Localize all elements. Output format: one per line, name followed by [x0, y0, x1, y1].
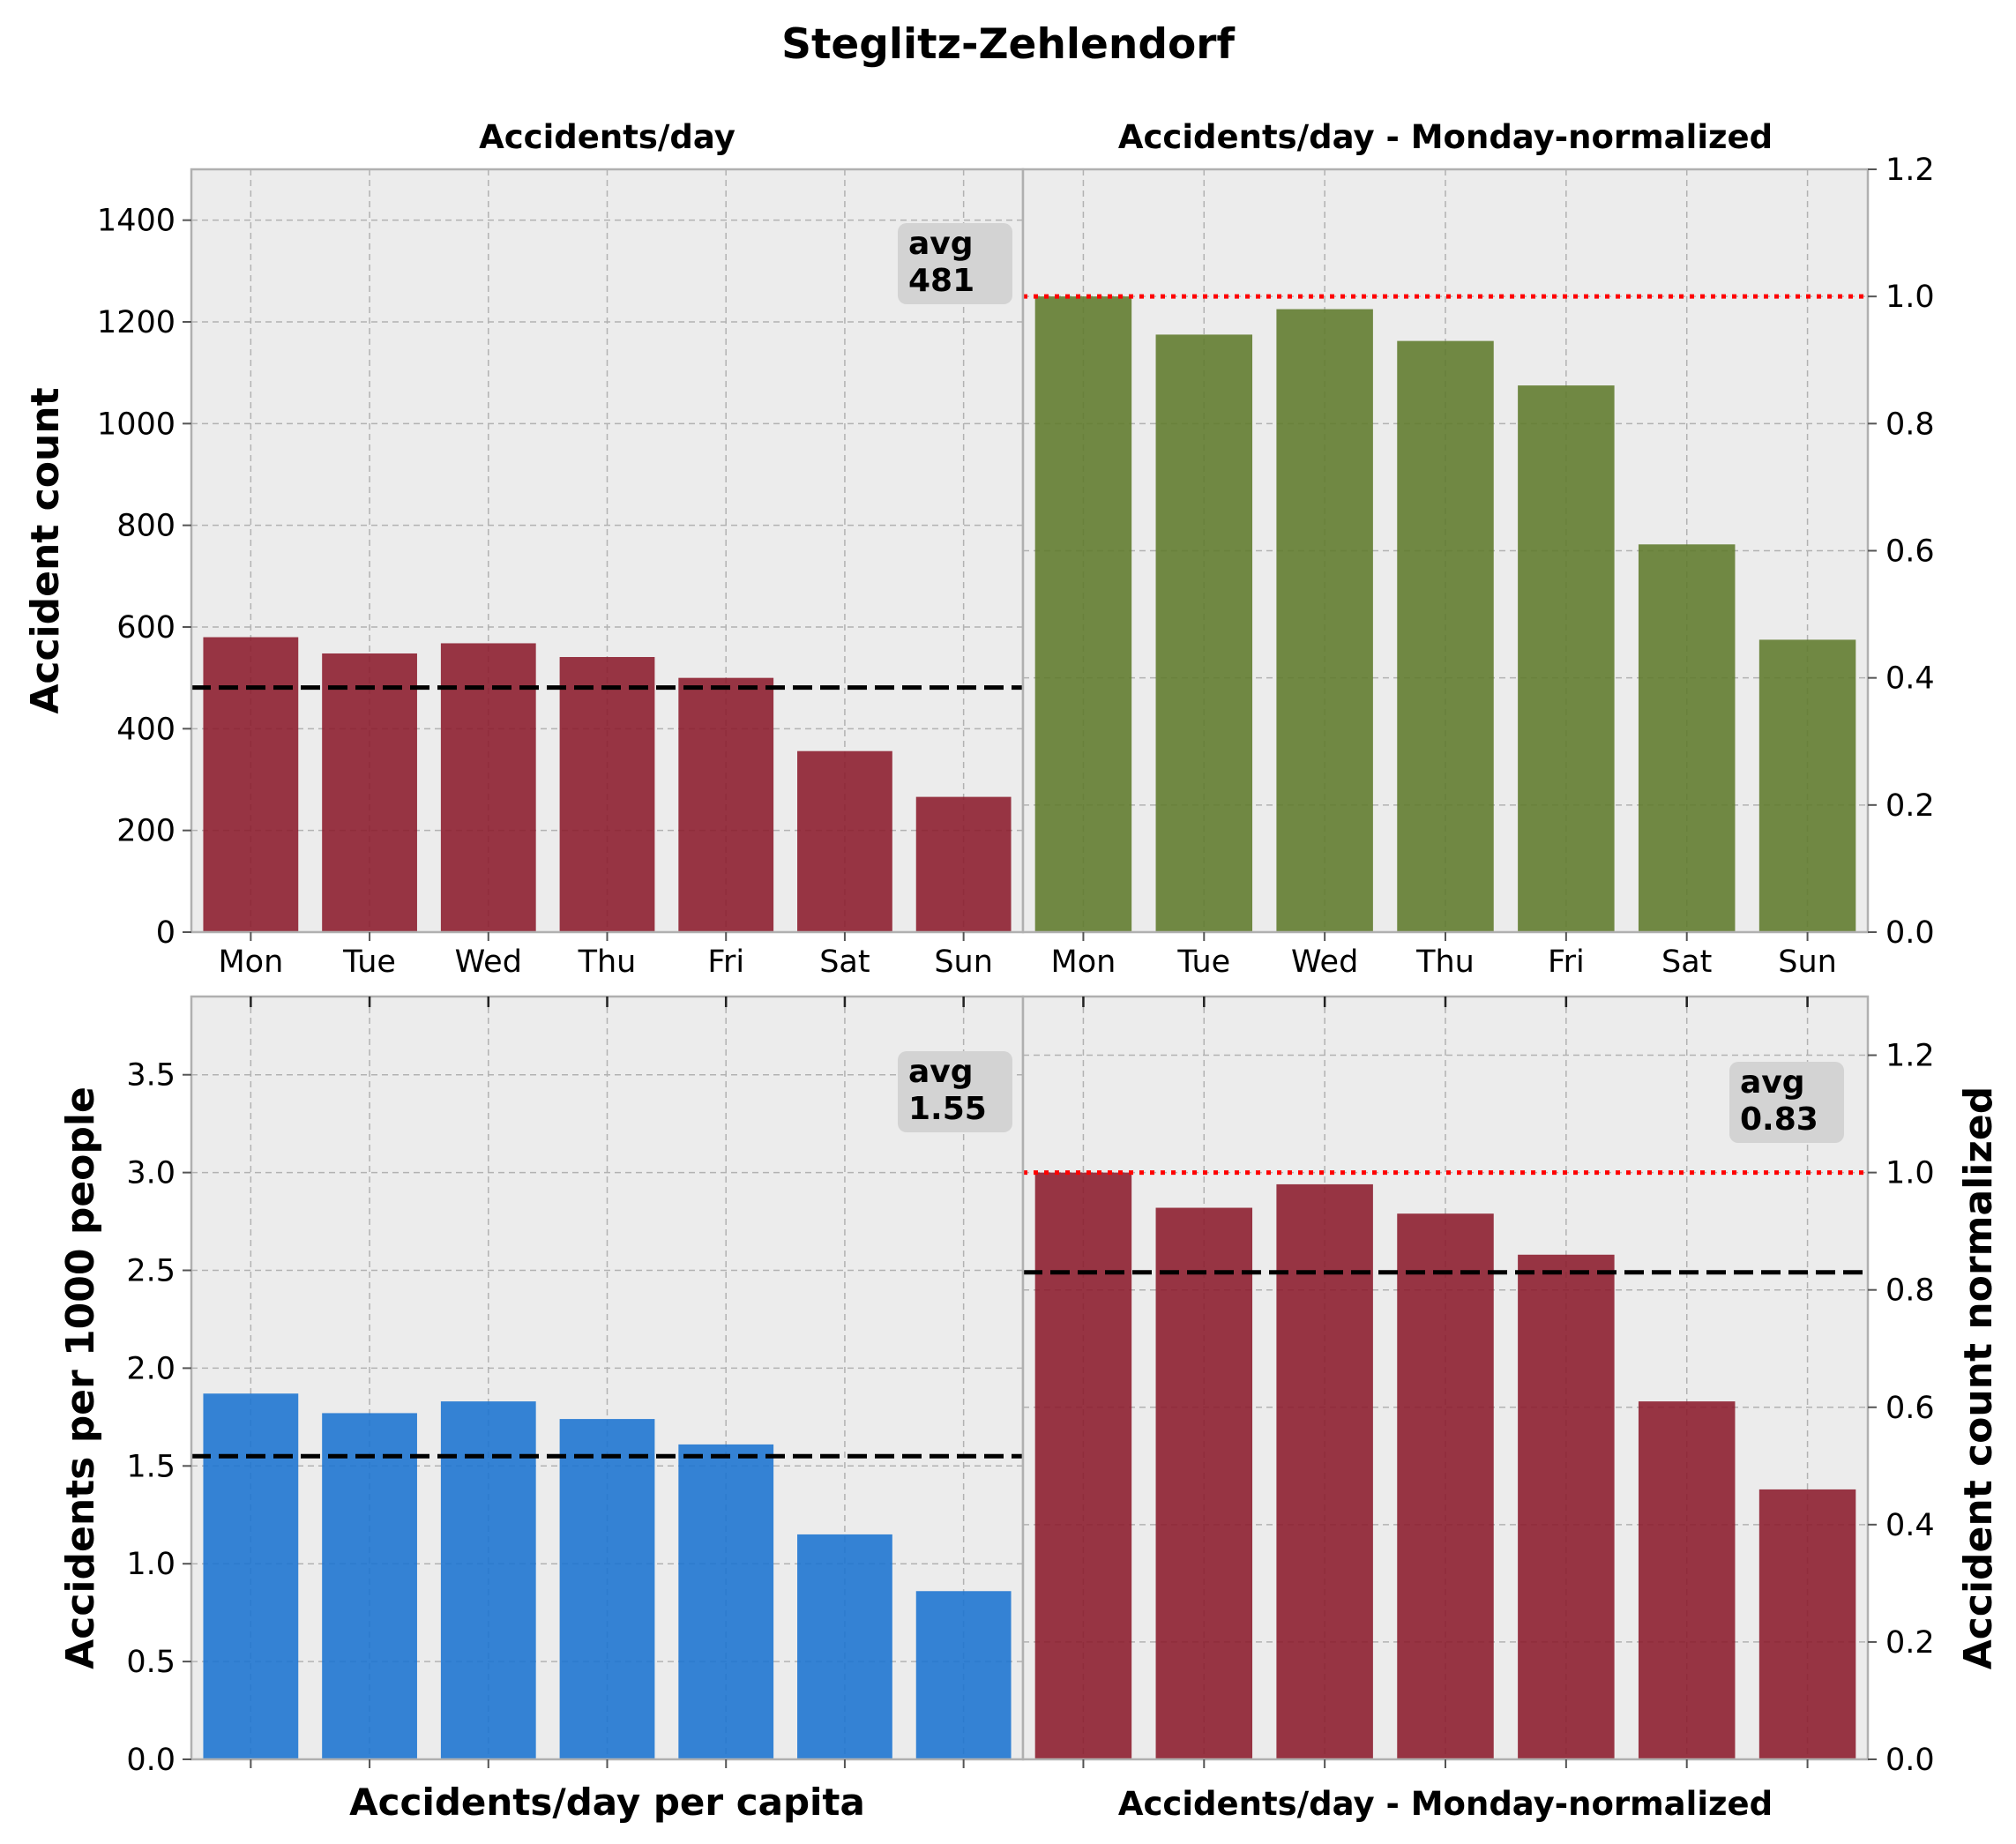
y-tick-label: 1.0 — [126, 1547, 175, 1582]
bar-tue — [322, 1413, 417, 1759]
avg-annotation-value: 1.55 — [908, 1091, 987, 1127]
avg-annotation-label: avg — [908, 226, 974, 262]
y-tick-label: 2.0 — [126, 1351, 175, 1386]
bar-thu — [1397, 1213, 1494, 1759]
y-tick-label: 2.5 — [126, 1254, 175, 1289]
bar-mon — [203, 1393, 299, 1759]
bar-wed — [1276, 309, 1373, 932]
x-tick-label: Sun — [934, 944, 993, 980]
bar-tue — [322, 653, 417, 932]
y-axis-label: Accident count normalized — [1956, 1086, 2001, 1670]
x-tick-label: Thu — [578, 944, 637, 980]
avg-annotation-box — [898, 223, 1012, 304]
y-tick-label: 0.2 — [1885, 788, 1935, 824]
avg-annotation-value: 481 — [908, 263, 974, 299]
bar-sat — [797, 1534, 892, 1759]
bar-sun — [1758, 1489, 1856, 1759]
y-tick-label: 3.0 — [126, 1156, 175, 1191]
y-tick-label: 0.0 — [1885, 1743, 1935, 1778]
figure-suptitle: Steglitz-Zehlendorf — [781, 20, 1235, 69]
x-tick-label: Wed — [455, 944, 522, 980]
bar-sat — [1638, 544, 1736, 932]
x-tick-label: Tue — [1176, 944, 1230, 980]
bar-thu — [1397, 340, 1494, 932]
bar-thu — [559, 1419, 655, 1759]
bar-fri — [678, 677, 774, 932]
panel-title: Accidents/day — [479, 118, 735, 156]
chart-panel-4: 0.0 0.2 0.4 0.6 0.8 1.0 1.2 Accidents/day - Mon… — [1021, 995, 2001, 1823]
x-tick-label: Sat — [819, 944, 870, 980]
y-tick-label: 1.2 — [1885, 153, 1935, 188]
x-axis-label: Accidents/day - Monday-normalized — [1118, 1785, 1773, 1823]
y-tick-label: 400 — [116, 712, 175, 747]
avg-annotation-label: avg — [1740, 1064, 1805, 1101]
avg-annotation-label: avg — [908, 1054, 974, 1090]
chart-panel-2: 0.0 0.2 0.4 0.6 0.8 1.0 1.2 Mon Tue Wed Thu Fri Sat S… — [1021, 118, 1935, 980]
avg-annotation-box — [1729, 1062, 1844, 1143]
avg-annotation-value: 0.83 — [1740, 1101, 1818, 1138]
y-tick-label: 1000 — [97, 407, 175, 442]
y-tick-label: 0.4 — [1885, 661, 1935, 697]
y-tick-label: 1.0 — [1885, 1156, 1935, 1191]
avg-annotation-box — [898, 1051, 1012, 1132]
bar-tue — [1155, 1207, 1253, 1759]
x-tick-label: Wed — [1291, 944, 1358, 980]
bar-wed — [440, 643, 536, 932]
y-tick-label: 3.5 — [126, 1058, 175, 1094]
y-axis-label: Accidents per 1000 people — [58, 1086, 103, 1669]
x-tick-label: Fri — [707, 944, 744, 980]
chart-panel-1: 0 200 400 600 800 1000 1200 1400 Mon Tue Wed Thu Fri… — [23, 118, 1025, 980]
y-tick-label: 1.2 — [1885, 1039, 1935, 1074]
y-tick-label: 1200 — [97, 305, 175, 340]
x-tick-label: Thu — [1415, 944, 1475, 980]
y-tick-label: 0 — [156, 915, 175, 951]
chart-panel-3: 0.0 0.5 1.0 1.5 2.0 2.5 3.0 3.5 Accidents/day pe… — [58, 995, 1025, 1824]
bar-mon — [1034, 1172, 1132, 1759]
bar-sun — [915, 796, 1012, 932]
bar-fri — [678, 1444, 774, 1759]
bar-fri — [1518, 1254, 1615, 1759]
y-tick-label: 0.4 — [1885, 1508, 1935, 1543]
bar-mon — [203, 637, 299, 932]
y-tick-label: 800 — [116, 509, 175, 544]
x-tick-label: Tue — [342, 944, 396, 980]
y-tick-label: 0.8 — [1885, 1273, 1935, 1309]
y-tick-label: 600 — [116, 610, 175, 646]
x-tick-label: Mon — [218, 944, 283, 980]
bar-mon — [1034, 296, 1132, 933]
x-tick-label: Mon — [1051, 944, 1116, 980]
bar-fri — [1518, 385, 1615, 932]
y-axis-label: Accident count — [23, 387, 68, 713]
y-tick-label: 0.2 — [1885, 1625, 1935, 1661]
y-tick-label: 200 — [116, 814, 175, 849]
bar-sun — [915, 1591, 1012, 1759]
x-tick-label: Sun — [1778, 944, 1837, 980]
y-tick-label: 0.0 — [1885, 915, 1935, 951]
y-tick-label: 0.8 — [1885, 407, 1935, 442]
x-axis-label: Accidents/day per capita — [349, 1781, 865, 1824]
bar-wed — [440, 1401, 536, 1759]
bar-wed — [1276, 1183, 1373, 1759]
panel-title: Accidents/day - Monday-normalized — [1118, 118, 1773, 156]
y-tick-label: 0.0 — [126, 1743, 175, 1778]
bar-thu — [559, 657, 655, 932]
bar-sat — [1638, 1401, 1736, 1759]
y-tick-label: 1.0 — [1885, 280, 1935, 315]
y-tick-label: 0.6 — [1885, 534, 1935, 570]
x-tick-label: Fri — [1548, 944, 1585, 980]
bar-sat — [797, 750, 892, 932]
bar-sun — [1758, 639, 1856, 932]
x-tick-label: Sat — [1661, 944, 1712, 980]
y-tick-label: 1400 — [97, 204, 175, 239]
y-tick-label: 0.5 — [126, 1645, 175, 1680]
y-tick-label: 1.5 — [126, 1449, 175, 1484]
y-tick-label: 0.6 — [1885, 1391, 1935, 1426]
bar-tue — [1155, 334, 1253, 933]
